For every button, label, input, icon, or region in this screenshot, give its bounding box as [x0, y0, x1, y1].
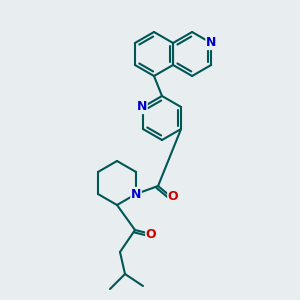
Text: N: N: [131, 188, 141, 200]
Text: N: N: [206, 37, 216, 50]
Text: O: O: [146, 229, 156, 242]
Text: N: N: [137, 100, 147, 113]
Text: O: O: [168, 190, 178, 202]
